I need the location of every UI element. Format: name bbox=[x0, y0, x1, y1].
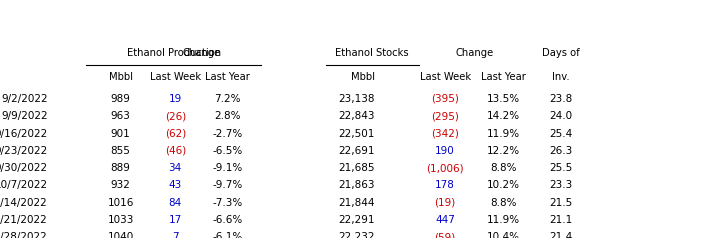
Text: 8.8%: 8.8% bbox=[490, 163, 517, 173]
Text: 1033: 1033 bbox=[107, 215, 134, 225]
Text: 22,843: 22,843 bbox=[339, 111, 375, 121]
Text: 9/9/2022: 9/9/2022 bbox=[1, 111, 48, 121]
Text: -2.7%: -2.7% bbox=[212, 129, 243, 139]
Text: 84: 84 bbox=[169, 198, 182, 208]
Text: (295): (295) bbox=[431, 111, 459, 121]
Text: 190: 190 bbox=[435, 146, 455, 156]
Text: 9/16/2022: 9/16/2022 bbox=[0, 129, 48, 139]
Text: Mbbl: Mbbl bbox=[351, 72, 375, 82]
Text: 11.9%: 11.9% bbox=[486, 129, 520, 139]
Text: 9/2/2022: 9/2/2022 bbox=[1, 94, 48, 104]
Text: US Weekly Petroleum Status Report - Ethanol: US Weekly Petroleum Status Report - Etha… bbox=[5, 10, 418, 25]
Text: 26.3: 26.3 bbox=[549, 146, 573, 156]
Text: Ethanol Production: Ethanol Production bbox=[127, 48, 222, 58]
Text: 21.1: 21.1 bbox=[549, 215, 573, 225]
Text: 21,685: 21,685 bbox=[339, 163, 375, 173]
Text: 19: 19 bbox=[169, 94, 182, 104]
Text: -9.7%: -9.7% bbox=[212, 180, 243, 190]
Text: 10/14/2022: 10/14/2022 bbox=[0, 198, 48, 208]
Text: -7.3%: -7.3% bbox=[212, 198, 243, 208]
Text: 21,863: 21,863 bbox=[339, 180, 375, 190]
Text: 24.0: 24.0 bbox=[550, 111, 572, 121]
Text: 22,232: 22,232 bbox=[339, 232, 375, 238]
Text: Ethanol Stocks: Ethanol Stocks bbox=[334, 48, 409, 58]
Text: 9/23/2022: 9/23/2022 bbox=[0, 146, 48, 156]
Text: 21,844: 21,844 bbox=[339, 198, 375, 208]
Text: 13.5%: 13.5% bbox=[486, 94, 520, 104]
Text: 21.5: 21.5 bbox=[549, 198, 573, 208]
Text: (19): (19) bbox=[435, 198, 456, 208]
Text: 25.4: 25.4 bbox=[549, 129, 573, 139]
Text: 22,291: 22,291 bbox=[339, 215, 375, 225]
Text: Change: Change bbox=[182, 48, 221, 58]
Text: Last Year: Last Year bbox=[205, 72, 250, 82]
Text: 17: 17 bbox=[169, 215, 182, 225]
Text: 10/28/2022: 10/28/2022 bbox=[0, 232, 48, 238]
Text: 23,138: 23,138 bbox=[339, 94, 375, 104]
Text: Last Week: Last Week bbox=[150, 72, 200, 82]
Text: 11.9%: 11.9% bbox=[486, 215, 520, 225]
Text: (62): (62) bbox=[165, 129, 186, 139]
Text: 23.8: 23.8 bbox=[549, 94, 573, 104]
Text: 22,691: 22,691 bbox=[339, 146, 375, 156]
Text: 12.2%: 12.2% bbox=[486, 146, 520, 156]
Text: -6.5%: -6.5% bbox=[212, 146, 243, 156]
Text: Mbbl: Mbbl bbox=[109, 72, 132, 82]
Text: 22,501: 22,501 bbox=[339, 129, 375, 139]
Text: 14.2%: 14.2% bbox=[486, 111, 520, 121]
Text: 1016: 1016 bbox=[107, 198, 134, 208]
Text: Days of: Days of bbox=[542, 48, 580, 58]
Text: 1040: 1040 bbox=[107, 232, 134, 238]
Text: 25.5: 25.5 bbox=[549, 163, 573, 173]
Text: Change: Change bbox=[455, 48, 494, 58]
Text: (59): (59) bbox=[435, 232, 456, 238]
Text: Source: EIA and FI: Source: EIA and FI bbox=[5, 223, 113, 233]
Text: 901: 901 bbox=[111, 129, 130, 139]
Text: 7.2%: 7.2% bbox=[215, 94, 241, 104]
Text: 9/30/2022: 9/30/2022 bbox=[0, 163, 48, 173]
Text: 989: 989 bbox=[111, 94, 130, 104]
Text: 8.8%: 8.8% bbox=[490, 198, 517, 208]
Text: 10.2%: 10.2% bbox=[486, 180, 520, 190]
Text: 2.8%: 2.8% bbox=[215, 111, 241, 121]
Text: 34: 34 bbox=[169, 163, 182, 173]
Text: -6.6%: -6.6% bbox=[212, 215, 243, 225]
Text: 932: 932 bbox=[111, 180, 130, 190]
Text: 855: 855 bbox=[111, 146, 130, 156]
Text: 7: 7 bbox=[172, 232, 179, 238]
Text: (46): (46) bbox=[165, 146, 186, 156]
Text: 178: 178 bbox=[435, 180, 455, 190]
Text: Last Year: Last Year bbox=[481, 72, 526, 82]
Text: (395): (395) bbox=[431, 94, 459, 104]
Text: Inv.: Inv. bbox=[552, 72, 570, 82]
Text: 43: 43 bbox=[169, 180, 182, 190]
Text: 23.3: 23.3 bbox=[549, 180, 573, 190]
Text: 10.4%: 10.4% bbox=[486, 232, 520, 238]
Text: 889: 889 bbox=[111, 163, 130, 173]
Text: 10/21/2022: 10/21/2022 bbox=[0, 215, 48, 225]
Text: 963: 963 bbox=[111, 111, 130, 121]
Text: Last Week: Last Week bbox=[420, 72, 470, 82]
Text: -9.1%: -9.1% bbox=[212, 163, 243, 173]
Text: 10/7/2022: 10/7/2022 bbox=[0, 180, 48, 190]
Text: -6.1%: -6.1% bbox=[212, 232, 243, 238]
Text: (1,006): (1,006) bbox=[426, 163, 464, 173]
Text: 447: 447 bbox=[435, 215, 455, 225]
Text: (342): (342) bbox=[431, 129, 459, 139]
Text: (26): (26) bbox=[165, 111, 186, 121]
Text: 21.4: 21.4 bbox=[549, 232, 573, 238]
